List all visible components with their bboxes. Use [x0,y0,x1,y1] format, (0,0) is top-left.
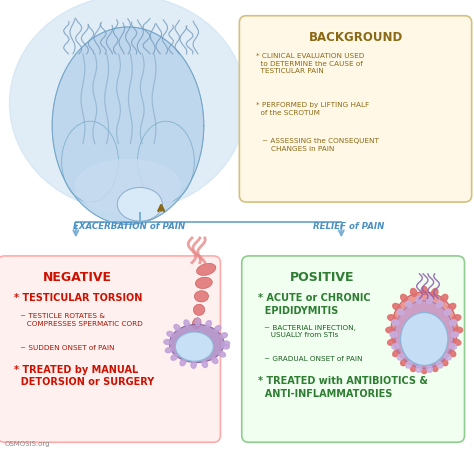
FancyBboxPatch shape [239,16,472,202]
Ellipse shape [393,350,401,357]
Ellipse shape [388,315,396,321]
Text: RELIEF of PAIN: RELIEF of PAIN [313,222,384,231]
Ellipse shape [397,309,404,315]
Text: NEGATIVE: NEGATIVE [43,271,112,284]
Ellipse shape [394,301,454,368]
Ellipse shape [397,354,404,360]
Ellipse shape [62,121,118,202]
Text: * CLINICAL EVALUATION USED
  to DETERMINE the CAUSE of
  TESTICULAR PAIN: * CLINICAL EVALUATION USED to DETERMINE … [256,53,365,75]
Ellipse shape [180,359,186,365]
Text: ~ GRADUAL ONSET of PAIN: ~ GRADUAL ONSET of PAIN [264,356,363,362]
Ellipse shape [191,361,196,368]
Ellipse shape [194,291,209,302]
Ellipse shape [192,318,201,329]
Ellipse shape [427,297,432,304]
Ellipse shape [437,361,443,368]
Ellipse shape [401,358,408,365]
Ellipse shape [171,354,177,360]
Ellipse shape [416,297,422,304]
Ellipse shape [212,357,218,364]
Text: * ACUTE or CHRONIC
  EPIDIDYMITIS: * ACUTE or CHRONIC EPIDIDYMITIS [258,293,371,316]
Ellipse shape [421,286,428,295]
Ellipse shape [52,27,204,224]
Ellipse shape [448,304,456,310]
Ellipse shape [169,324,224,363]
Ellipse shape [195,319,201,326]
Ellipse shape [202,361,208,368]
Text: * TREATED with ANTIBIOTICS &
  ANTI-INFLAMMATORIES: * TREATED with ANTIBIOTICS & ANTI-INFLAM… [258,376,428,399]
Ellipse shape [388,339,396,345]
Ellipse shape [76,159,180,213]
Ellipse shape [416,365,422,372]
Ellipse shape [390,332,397,337]
Ellipse shape [431,364,438,371]
Text: ~ SUDDEN ONSET of PAIN: ~ SUDDEN ONSET of PAIN [20,345,115,351]
Text: * TESTICULAR TORSION: * TESTICULAR TORSION [14,293,143,303]
Ellipse shape [401,295,408,302]
Ellipse shape [174,325,180,330]
Ellipse shape [137,121,194,202]
Ellipse shape [453,339,461,345]
Ellipse shape [454,327,463,333]
Text: BACKGROUND: BACKGROUND [309,31,402,44]
Ellipse shape [393,304,401,310]
Text: OSMOSIS.org: OSMOSIS.org [5,441,50,447]
Ellipse shape [441,295,448,302]
Text: ~ BACTERIAL INFECTION,
   USUALLY from STIs: ~ BACTERIAL INFECTION, USUALLY from STIs [264,325,356,338]
Ellipse shape [175,332,213,361]
Ellipse shape [410,289,417,296]
Ellipse shape [453,315,461,321]
Ellipse shape [206,321,211,327]
Ellipse shape [450,343,456,349]
Ellipse shape [445,309,451,315]
FancyBboxPatch shape [242,256,465,442]
Ellipse shape [165,348,172,353]
Ellipse shape [193,304,205,315]
Text: ~ TESTICLE ROTATES &
   COMPRESSES SPERMATIC CORD: ~ TESTICLE ROTATES & COMPRESSES SPERMATI… [20,313,143,327]
Ellipse shape [445,354,451,360]
Ellipse shape [219,352,226,357]
Ellipse shape [406,361,412,368]
FancyBboxPatch shape [0,256,220,442]
Ellipse shape [117,188,162,221]
Text: * PERFORMED by LIFTING HALF
  of the SCROTUM: * PERFORMED by LIFTING HALF of the SCROT… [256,102,369,116]
Ellipse shape [406,301,412,308]
Ellipse shape [215,326,221,331]
Ellipse shape [401,313,448,365]
Ellipse shape [410,364,417,371]
Ellipse shape [195,277,212,289]
Text: ~ ASSESSING the CONSEQUENT
    CHANGES in PAIN: ~ ASSESSING the CONSEQUENT CHANGES in PA… [262,138,379,152]
Text: * TREATED by MANUAL
  DETORSION or SURGERY: * TREATED by MANUAL DETORSION or SURGERY [14,365,155,387]
Ellipse shape [391,292,457,368]
Ellipse shape [167,331,173,337]
Ellipse shape [431,289,438,296]
Ellipse shape [450,320,456,326]
Ellipse shape [9,0,246,211]
Ellipse shape [222,344,229,349]
Text: POSITIVE: POSITIVE [290,271,354,284]
Ellipse shape [448,350,456,357]
Ellipse shape [437,301,443,308]
Ellipse shape [197,264,216,275]
Ellipse shape [164,339,171,344]
Ellipse shape [222,341,229,346]
Text: EXACERBATION of PAIN: EXACERBATION of PAIN [73,222,186,231]
Ellipse shape [184,320,190,326]
Ellipse shape [427,365,432,372]
Ellipse shape [392,320,399,326]
Ellipse shape [392,343,399,349]
Ellipse shape [220,333,228,338]
Ellipse shape [451,332,458,337]
Ellipse shape [386,327,394,333]
Ellipse shape [421,365,428,374]
Ellipse shape [441,358,448,365]
